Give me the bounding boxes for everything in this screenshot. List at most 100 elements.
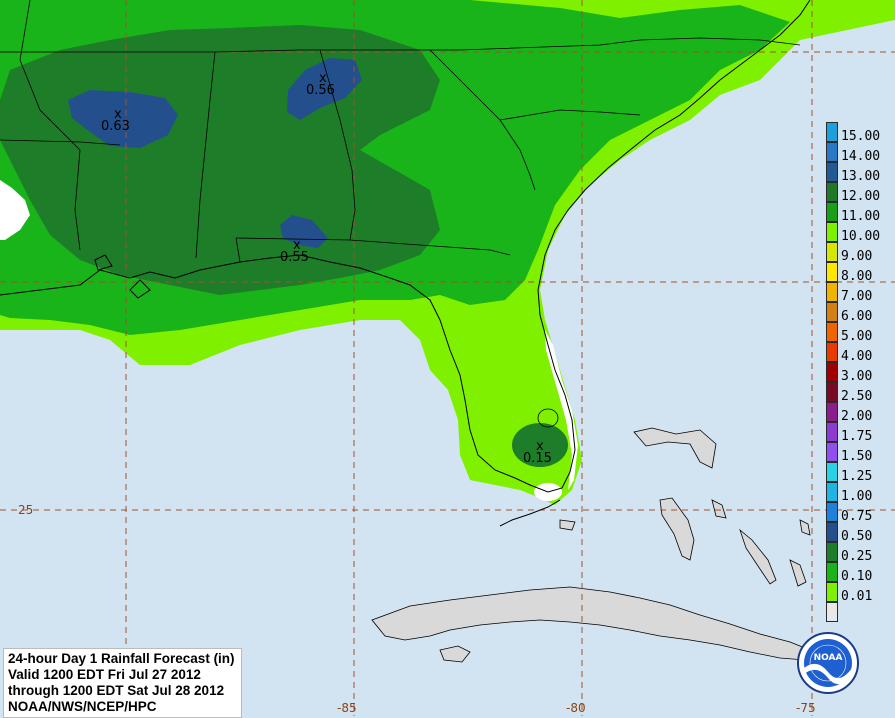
legend-row: 1.50 (826, 442, 895, 464)
max-value-4: 0.15 (523, 451, 552, 466)
state-borders (0, 0, 801, 263)
legend-row: 4.00 (826, 342, 895, 364)
legend-swatch (826, 302, 838, 322)
legend-row: 6.00 (826, 302, 895, 324)
legend-swatch (826, 222, 838, 242)
legend-swatch (826, 162, 838, 182)
legend-row: 11.00 (826, 202, 895, 224)
legend-label: 1.25 (841, 469, 873, 484)
legend-row: 1.00 (826, 482, 895, 504)
max-value-1: 0.63 (101, 119, 130, 134)
legend-swatch (826, 442, 838, 462)
legend-row: 0.50 (826, 522, 895, 544)
legend-swatch (826, 462, 838, 482)
legend-row: 10.00 (826, 222, 895, 244)
legend-label: 2.00 (841, 409, 873, 424)
caption-line-2: Valid 1200 EDT Fri Jul 27 2012 (8, 667, 201, 682)
legend-row: 9.00 (826, 242, 895, 264)
precip-area-0.25-sfl (512, 423, 568, 467)
legend-row: 15.00 (826, 122, 895, 143)
legend-label: 1.00 (841, 489, 873, 504)
legend-swatch (826, 522, 838, 542)
legend-label: 10.00 (841, 229, 881, 244)
legend-swatch (826, 122, 838, 142)
legend-label: 0.25 (841, 549, 873, 564)
legend-row: 3.00 (826, 362, 895, 384)
legend-row: 14.00 (826, 142, 895, 164)
legend-row: 0.25 (826, 542, 895, 564)
legend-row: 2.00 (826, 402, 895, 424)
legend-row: 13.00 (826, 162, 895, 184)
legend-swatch (826, 362, 838, 382)
bahamas-islands (559, 427, 811, 587)
coastlines (0, 0, 811, 527)
legend-label: 14.00 (841, 149, 881, 164)
max-marker-1: x (114, 107, 122, 122)
max-marker-4: x (536, 439, 544, 454)
legend-swatch (826, 542, 838, 562)
legend-label: 4.00 (841, 349, 873, 364)
legend-label: 5.00 (841, 329, 873, 344)
caption-line-1: 24-hour Day 1 Rainfall Forecast (in) (8, 651, 235, 666)
legend-swatch (826, 422, 838, 442)
legend-label: 2.50 (841, 389, 873, 404)
lake-okeechobee (537, 408, 559, 428)
caption-line-4: NOAA/NWS/NCEP/HPC (8, 699, 157, 714)
lon-label-80: -80 (566, 701, 586, 715)
noaa-logo-text: NOAA (814, 653, 843, 663)
legend-swatch (826, 182, 838, 202)
max-value-2: 0.56 (306, 83, 335, 98)
legend-swatch (826, 142, 838, 162)
legend-swatch (826, 582, 838, 602)
isla-juventud (439, 645, 471, 663)
legend-swatch (826, 202, 838, 222)
map-caption: 24-hour Day 1 Rainfall Forecast (in) Val… (3, 648, 242, 718)
legend-swatch (826, 502, 838, 522)
legend-swatch (826, 602, 838, 622)
legend-label: 7.00 (841, 289, 873, 304)
precip-area-0.50-b (287, 58, 362, 120)
nodata-west (0, 180, 30, 240)
legend-row: 0.01 (826, 582, 895, 604)
caption-line-3: through 1200 EDT Sat Jul 28 2012 (8, 683, 225, 698)
lon-label-75: -75 (796, 701, 816, 715)
nodata-fl-east (545, 330, 578, 490)
legend-swatch (826, 382, 838, 402)
grid-labels: 25 -85 -80 -75 (18, 503, 816, 715)
legend-swatch (826, 282, 838, 302)
legend-swatch (826, 342, 838, 362)
legend-label: 0.50 (841, 529, 873, 544)
max-marker-2: x (319, 71, 327, 86)
legend-row: 7.00 (826, 282, 895, 304)
legend-swatch (826, 482, 838, 502)
legend-label: 1.50 (841, 449, 873, 464)
noaa-logo: NOAA (797, 632, 859, 694)
lon-label-85: -85 (337, 701, 357, 715)
maxima-markers: x 0.63 x 0.56 x 0.55 x 0.15 (101, 71, 552, 466)
legend-swatch (826, 562, 838, 582)
legend-label: 1.75 (841, 429, 873, 444)
legend-label: 9.00 (841, 249, 873, 264)
legend-label: 13.00 (841, 169, 881, 184)
legend-row: 0.75 (826, 502, 895, 523)
legend-row: 1.75 (826, 422, 895, 444)
legend-label: 0.10 (841, 569, 873, 584)
legend-row: 2.50 (826, 382, 895, 404)
legend-label: 6.00 (841, 309, 873, 324)
legend-swatch (826, 242, 838, 262)
cuba-land (371, 586, 811, 661)
legend-label: 12.00 (841, 189, 881, 204)
max-value-3: 0.55 (280, 250, 309, 265)
legend-swatch (826, 322, 838, 342)
legend-label: 0.01 (841, 589, 873, 604)
legend-label: 3.00 (841, 369, 873, 384)
legend-label: 11.00 (841, 209, 881, 224)
legend-swatch (826, 402, 838, 422)
legend-row: 1.25 (826, 462, 895, 484)
legend-row: 12.00 (826, 182, 895, 204)
legend-row (826, 602, 895, 622)
max-marker-3: x (293, 238, 301, 253)
lat-label-25: 25 (18, 503, 33, 517)
precip-area-0.50-a (68, 90, 178, 148)
